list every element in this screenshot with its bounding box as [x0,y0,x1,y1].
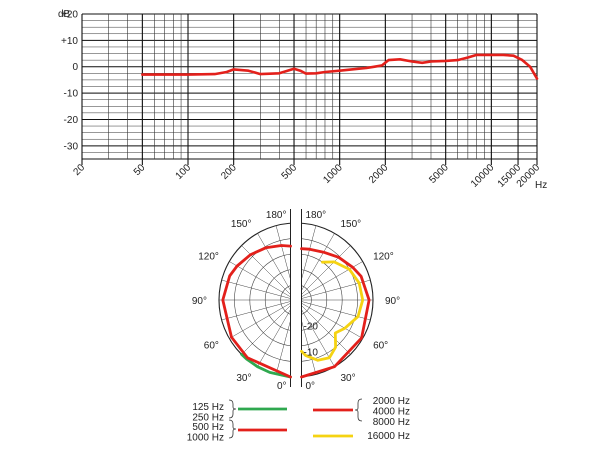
legend-brace [228,419,237,439]
x-tick-label: 20 [71,162,87,178]
polar-spoke [295,299,335,367]
polar-spoke [295,233,335,301]
x-tick-label: 2000 [367,162,391,186]
x-tick-label: 1000 [321,162,345,186]
polar-grid [218,209,374,391]
polar-spoke [295,299,351,355]
polar-curve [221,244,292,379]
frequency-response-series [141,53,539,80]
polar-divider [290,209,302,391]
legend-label: 1000 Hz [187,433,224,444]
y-tick-label: -20 [64,115,79,126]
x-unit-label: Hz [535,180,547,191]
y-tick-label: -30 [64,141,79,152]
polar-angle-label: 90° [192,296,207,307]
legend-label: 2000 Hz [373,396,410,407]
polar-angle-label: 60° [204,341,219,352]
polar-angle-label: 120° [373,252,394,263]
polar-angle-label: 0° [277,381,287,392]
polar-curve [300,260,365,362]
polar-radial-label: -10 [304,347,319,358]
polar-angle-label: 150° [341,219,362,230]
polar-spoke [221,279,297,301]
legend-label: 125 Hz [192,402,224,413]
x-tick-label: 100 [174,162,194,182]
polar-spoke [229,299,297,339]
x-tick-label: 5000 [427,162,451,186]
response-curve [141,53,539,80]
legend-label: 250 Hz [192,413,224,424]
x-tick-label: 50 [132,162,148,178]
legend-brace [354,398,363,422]
polar-angle-label: 30° [236,373,251,384]
legend-label: 16000 Hz [367,431,410,442]
polar-angle-label: 60° [373,341,388,352]
x-tick-label: 500 [280,162,300,182]
legend-label: 500 Hz [192,422,224,433]
polar-angle-label: 150° [231,219,252,230]
polar-angle-label: 30° [341,373,356,384]
polar-spoke [257,233,297,301]
y-tick-label: 0 [72,62,78,73]
x-tick-label: 10000 [469,162,497,190]
polar-spoke [257,299,297,367]
polar-curve [240,352,292,379]
y-tick-label: +10 [61,36,78,47]
polar-angle-label: 180° [306,210,327,221]
polar-spoke [229,261,297,301]
polar-angle-label: 0° [306,381,316,392]
legend-label: 4000 Hz [373,407,410,418]
polar-angle-label: 180° [266,210,287,221]
polar-curve [300,247,371,379]
polar-spoke [221,299,297,321]
polar-spoke [295,245,351,301]
frequency-response-grid [81,13,538,165]
legend-label: 8000 Hz [373,417,410,428]
legend-brace [228,399,237,419]
polar-angle-label: 120° [198,252,219,263]
polar-spoke [241,299,297,355]
y-tick-label: -10 [64,89,79,100]
polar-series [221,244,371,379]
x-tick-label: 200 [219,162,239,182]
polar-spoke [295,299,363,339]
polar-radial-label: -20 [304,322,319,333]
y-tick-label: +20 [61,10,78,21]
polar-angle-label: 90° [385,296,400,307]
y-unit-label: dB [58,9,71,20]
polar-labels: 0° 0° 30° 30° 60° 60° 90° 90° 120° 120° 150° 150° 18… [192,210,400,392]
